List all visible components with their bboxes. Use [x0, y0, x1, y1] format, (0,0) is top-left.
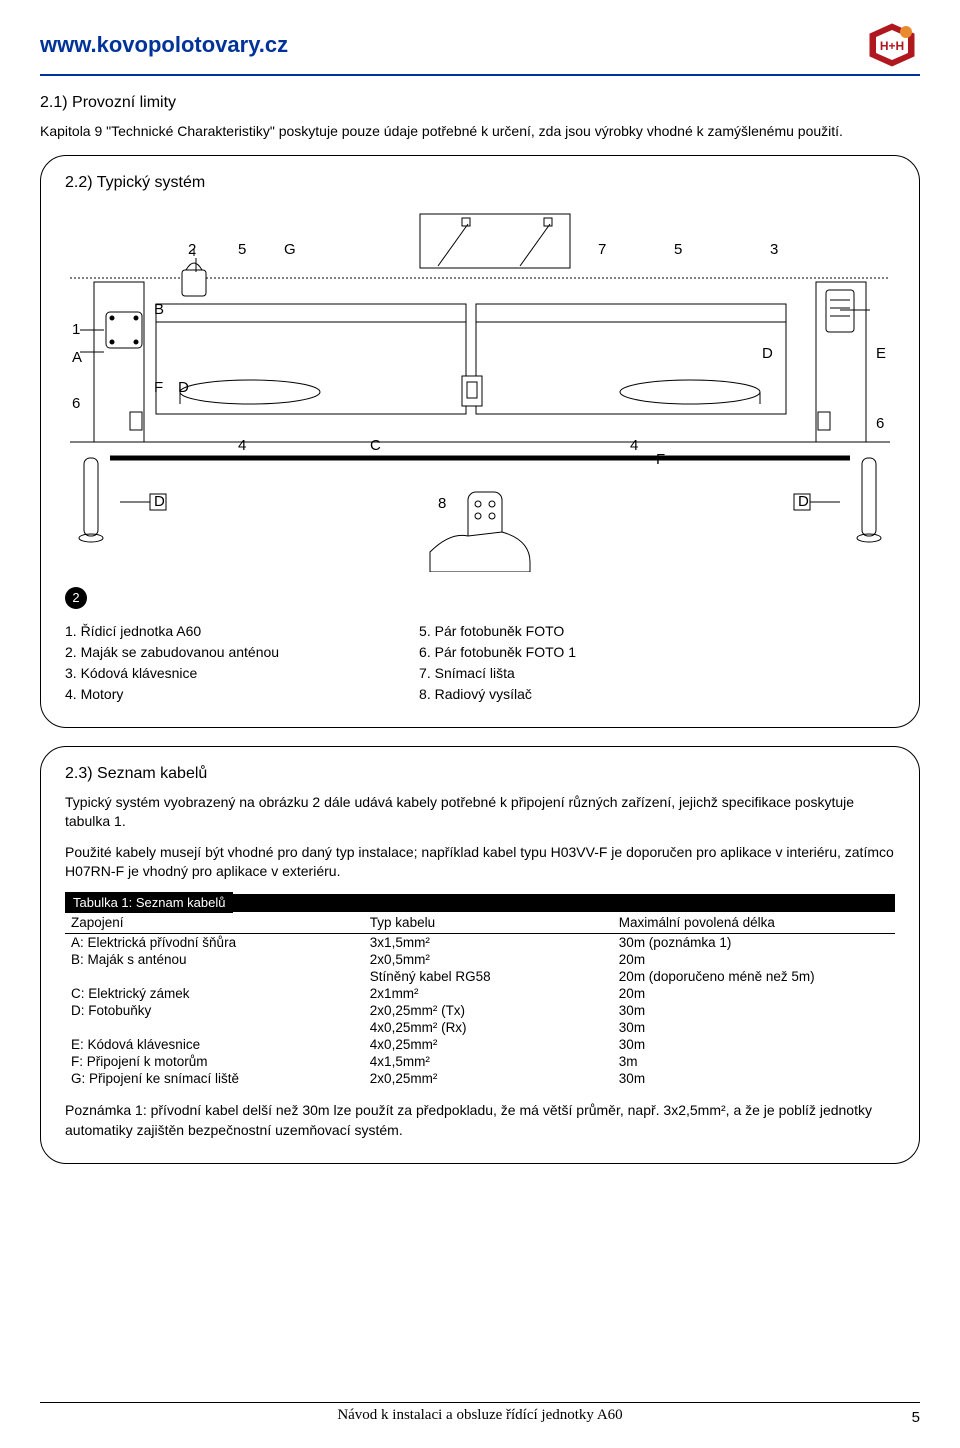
table-cell — [65, 1019, 364, 1036]
table-cell: 2x1mm² — [364, 985, 613, 1002]
lbl-4b: 4 — [630, 437, 638, 454]
page-header: www.kovopolotovary.cz H+H — [40, 20, 920, 70]
table-note: Poznámka 1: přívodní kabel delší než 30m… — [65, 1101, 895, 1140]
table-cell: 20m — [613, 951, 895, 968]
figure-badge: 2 — [65, 587, 87, 609]
list-item: 7. Snímací lišta — [419, 663, 576, 684]
table-cell: D: Fotobuňky — [65, 1002, 364, 1019]
list-item: 3. Kódová klávesnice — [65, 663, 279, 684]
panel-typical-system: 2.2) Typický systém — [40, 155, 920, 728]
table-row: Stíněný kabel RG5820m (doporučeno méně n… — [65, 968, 895, 985]
table-cell: 3m — [613, 1053, 895, 1070]
lbl-6a: 6 — [72, 395, 80, 412]
table-cell: E: Kódová klávesnice — [65, 1036, 364, 1053]
lbl-B: B — [154, 301, 164, 318]
table-cell: G: Připojení ke snímací liště — [65, 1070, 364, 1087]
cable-table-box: Tabulka 1: Seznam kabelů Zapojení Typ ka… — [65, 894, 895, 1087]
table-cell: 20m — [613, 985, 895, 1002]
header-divider — [40, 74, 920, 76]
component-lists: 1. Řídicí jednotka A60 2. Maják se zabud… — [65, 621, 895, 705]
lbl-E: E — [876, 345, 886, 362]
lbl-Dc: D — [154, 493, 165, 510]
table-cell: 4x0,25mm² (Rx) — [364, 1019, 613, 1036]
table-cell: Stíněný kabel RG58 — [364, 968, 613, 985]
table-cell: 2x0,25mm² — [364, 1070, 613, 1087]
section-2-1-text: Kapitola 9 "Technické Charakteristiky" p… — [40, 122, 920, 141]
col-cable-type: Typ kabelu — [364, 912, 613, 934]
table-row: 4x0,25mm² (Rx)30m — [65, 1019, 895, 1036]
table-cell: B: Maják s anténou — [65, 951, 364, 968]
lbl-C: C — [370, 437, 381, 454]
table-row: C: Elektrický zámek2x1mm²20m — [65, 985, 895, 1002]
table-row: G: Připojení ke snímací liště2x0,25mm²30… — [65, 1070, 895, 1087]
table-cell — [65, 968, 364, 985]
table-row: F: Připojení k motorům4x1,5mm²3m — [65, 1053, 895, 1070]
lbl-Fb: F — [656, 451, 665, 468]
table-row: B: Maják s anténou2x0,5mm²20m — [65, 951, 895, 968]
footer-text: Návod k instalaci a obsluze řídící jedno… — [337, 1407, 622, 1423]
lbl-2: 2 — [188, 241, 196, 258]
brand-logo: H+H — [864, 20, 920, 70]
cable-table: Zapojení Typ kabelu Maximální povolená d… — [65, 912, 895, 1087]
site-url: www.kovopolotovary.cz — [40, 32, 288, 58]
page-footer: Návod k instalaci a obsluze řídící jedno… — [40, 1402, 920, 1424]
svg-text:H+H: H+H — [880, 39, 904, 53]
list-item: 4. Motory — [65, 684, 279, 705]
table-cell: 30m — [613, 1036, 895, 1053]
lbl-8: 8 — [438, 495, 446, 512]
lbl-Dd: D — [798, 493, 809, 510]
list-item: 2. Maják se zabudovanou anténou — [65, 642, 279, 663]
panel-cable-list: 2.3) Seznam kabelů Typický systém vyobra… — [40, 746, 920, 1164]
list-item: 1. Řídicí jednotka A60 — [65, 621, 279, 642]
table-cell: 3x1,5mm² — [364, 934, 613, 952]
section-2-2-title: 2.2) Typický systém — [65, 174, 895, 192]
list-item: 6. Pár fotobuněk FOTO 1 — [419, 642, 576, 663]
lbl-F: F — [154, 379, 163, 396]
lbl-3: 3 — [770, 241, 778, 258]
lbl-7: 7 — [598, 241, 606, 258]
table-title: Tabulka 1: Seznam kabelů — [65, 892, 233, 913]
lbl-5a: 5 — [238, 241, 246, 258]
table-cell: 30m (poznámka 1) — [613, 934, 895, 952]
section-2-3-p1: Typický systém vyobrazený na obrázku 2 d… — [65, 793, 895, 831]
list-item: 8. Radiový vysílač — [419, 684, 576, 705]
table-cell: 30m — [613, 1019, 895, 1036]
col-connection: Zapojení — [65, 912, 364, 934]
lbl-Da: D — [762, 345, 773, 362]
col-max-length: Maximální povolená délka — [613, 912, 895, 934]
lbl-G: G — [284, 241, 296, 258]
table-cell: 2x0,25mm² (Tx) — [364, 1002, 613, 1019]
system-diagram: 2 5 G 7 5 3 B 1 A D E 6 6 F D 4 C 4 F D — [65, 212, 895, 572]
table-row: D: Fotobuňky2x0,25mm² (Tx)30m — [65, 1002, 895, 1019]
lbl-A: A — [72, 349, 82, 366]
table-cell: 4x1,5mm² — [364, 1053, 613, 1070]
table-cell: 4x0,25mm² — [364, 1036, 613, 1053]
table-cell: 2x0,5mm² — [364, 951, 613, 968]
table-cell: 30m — [613, 1070, 895, 1087]
lbl-1: 1 — [72, 321, 80, 338]
table-row: E: Kódová klávesnice4x0,25mm²30m — [65, 1036, 895, 1053]
lbl-5b: 5 — [674, 241, 682, 258]
table-cell: 30m — [613, 1002, 895, 1019]
list-item: 5. Pár fotobuněk FOTO — [419, 621, 576, 642]
lbl-6b: 6 — [876, 415, 884, 432]
table-cell: 20m (doporučeno méně než 5m) — [613, 968, 895, 985]
page-number: 5 — [912, 1409, 920, 1426]
section-2-3-p2: Použité kabely musejí být vhodné pro dan… — [65, 843, 895, 881]
section-2-1-title: 2.1) Provozní limity — [40, 94, 920, 112]
lbl-Db: D — [178, 379, 189, 396]
table-row: A: Elektrická přívodní šňůra3x1,5mm²30m … — [65, 934, 895, 952]
list-left: 1. Řídicí jednotka A60 2. Maják se zabud… — [65, 621, 279, 705]
table-cell: C: Elektrický zámek — [65, 985, 364, 1002]
table-cell: F: Připojení k motorům — [65, 1053, 364, 1070]
section-2-3-title: 2.3) Seznam kabelů — [65, 765, 895, 783]
lbl-4a: 4 — [238, 437, 246, 454]
list-right: 5. Pár fotobuněk FOTO 6. Pár fotobuněk F… — [419, 621, 576, 705]
table-cell: A: Elektrická přívodní šňůra — [65, 934, 364, 952]
